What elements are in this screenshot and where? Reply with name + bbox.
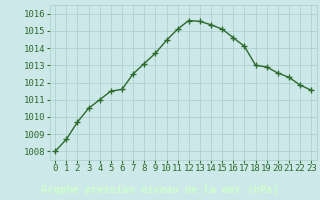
Text: Graphe pression niveau de la mer (hPa): Graphe pression niveau de la mer (hPa) <box>41 185 279 195</box>
